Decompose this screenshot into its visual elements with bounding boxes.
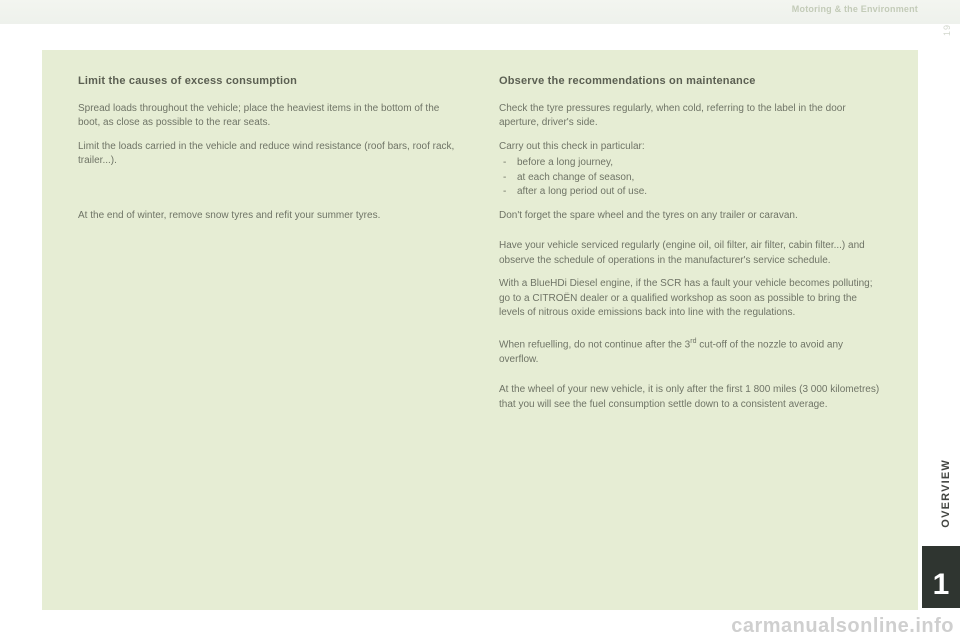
right-p3: Don't forget the spare wheel and the tyr… [499, 209, 882, 224]
right-p1: Check the tyre pressures regularly, when… [499, 102, 882, 131]
right-p4: Have your vehicle serviced regularly (en… [499, 239, 882, 268]
left-p2: Limit the loads carried in the vehicle a… [78, 140, 461, 169]
watermark: carmanualsonline.info [731, 615, 954, 638]
left-heading: Limit the causes of excess consumption [78, 74, 461, 90]
right-column: Observe the recommendations on maintenan… [499, 74, 882, 586]
content-card: Limit the causes of excess consumption S… [42, 50, 918, 610]
right-heading: Observe the recommendations on maintenan… [499, 74, 882, 90]
right-p6a: When refuelling, do not continue after t… [499, 339, 690, 350]
right-p7: At the wheel of your new vehicle, it is … [499, 383, 882, 412]
right-p6: When refuelling, do not continue after t… [499, 337, 882, 367]
left-p3: At the end of winter, remove snow tyres … [78, 209, 461, 224]
check-list: before a long journey, at each change of… [499, 156, 882, 200]
list-item: after a long period out of use. [499, 185, 882, 200]
list-item: at each change of season, [499, 171, 882, 186]
list-item: before a long journey, [499, 156, 882, 171]
overview-label: OVERVIEW [940, 459, 952, 528]
right-rail: OVERVIEW 1 [920, 80, 960, 624]
page-number: 19 [942, 24, 952, 36]
section-title: Motoring & the Environment [792, 4, 918, 14]
left-p1: Spread loads throughout the vehicle; pla… [78, 102, 461, 131]
document-page: Motoring & the Environment 19 Limit the … [0, 0, 960, 640]
chapter-number-badge: 1 [922, 546, 960, 608]
right-p5: With a BlueHDi Diesel engine, if the SCR… [499, 277, 882, 321]
right-p2: Carry out this check in particular: [499, 140, 882, 155]
left-column: Limit the causes of excess consumption S… [78, 74, 461, 586]
